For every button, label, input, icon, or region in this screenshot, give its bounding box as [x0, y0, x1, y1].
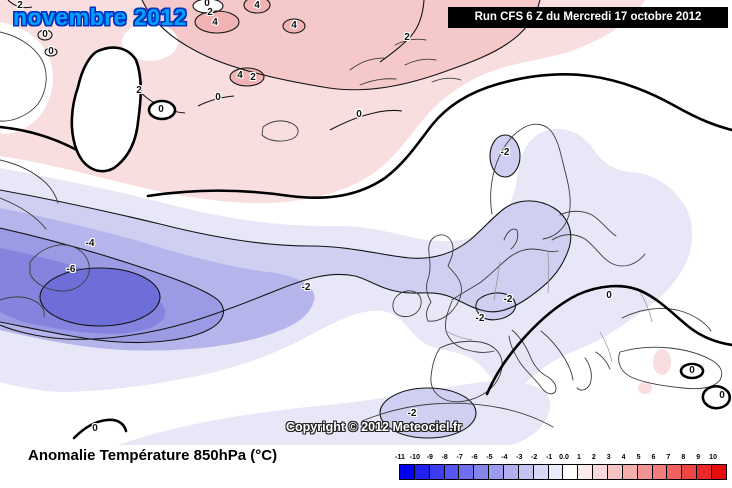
legend-tick-label: 7 — [666, 454, 671, 461]
legend-color-bar — [399, 464, 727, 480]
legend-color-cell — [622, 465, 638, 479]
legend-color-cell — [444, 465, 460, 479]
legend-tick-label: -10 — [409, 454, 420, 461]
zero-contours — [0, 0, 732, 440]
run-info-text: Run CFS 6 Z du Mercredi 17 octobre 2012 — [474, 11, 702, 23]
legend-color-cell — [682, 465, 698, 479]
legend-tick-label: 9 — [696, 454, 701, 461]
legend-tick-label: -3 — [516, 454, 523, 461]
legend-color-cell — [518, 465, 534, 479]
legend-tick-label: -7 — [456, 454, 463, 461]
legend-tick-label: -5 — [486, 454, 493, 461]
legend-tick-label: 3 — [606, 454, 611, 461]
legend-color-cell — [414, 465, 430, 479]
legend-color-cell — [429, 465, 445, 479]
legend-tick-label: -4 — [501, 454, 508, 461]
legend-color-cell — [548, 465, 564, 479]
map-variable-label: Anomalie Température 850hPa (°C) — [28, 447, 278, 464]
month-title: novembre 2012 — [13, 4, 187, 30]
legend-tick-labels: -11 -10 -9 -8 -7 -6 -5 -4 -3 -2 -1 0.0 1 2 3 4 5 6 7 8 9 10 — [395, 453, 729, 462]
greenland — [70, 46, 143, 173]
legend-color-cell — [489, 465, 505, 479]
legend-tick-label: 2 — [591, 454, 596, 461]
legend-color-cell — [667, 465, 683, 479]
legend-tick-label: 10 — [709, 454, 717, 461]
legend-color-cell — [474, 465, 490, 479]
legend-tick-label: 5 — [636, 454, 641, 461]
near-zero-white-patches — [0, 0, 223, 134]
legend-color-cell — [637, 465, 653, 479]
negative-anomaly-fills — [0, 129, 693, 445]
legend-color-cell — [608, 465, 623, 479]
anomaly-map — [0, 0, 732, 445]
legend-tick-label: 1 — [576, 454, 581, 461]
legend-color-cell — [533, 465, 549, 479]
legend-color-cell — [652, 465, 668, 479]
legend-tick-label: -1 — [545, 454, 553, 461]
legend-color-cell — [504, 465, 519, 479]
legend-color-cell — [712, 465, 726, 479]
legend-tick-label: -11 — [395, 454, 405, 461]
legend-color-cell — [578, 465, 594, 479]
legend-color-cell — [563, 465, 579, 479]
legend-tick-label: -9 — [426, 454, 433, 461]
legend-tick-label: 8 — [681, 454, 686, 461]
legend-color-cell — [593, 465, 609, 479]
legend-color-cell — [697, 465, 713, 479]
legend-tick-label: 4 — [621, 454, 626, 461]
legend-color-cell — [459, 465, 475, 479]
legend-tick-label: 0.0 — [559, 454, 569, 461]
legend-color-cell — [400, 465, 415, 479]
copyright-watermark: Copyright © 2012 Meteociel.fr — [286, 420, 462, 434]
coastlines — [0, 31, 723, 428]
legend-tick-label: 6 — [651, 454, 656, 461]
legend-tick-label: -8 — [441, 454, 448, 461]
legend-tick-label: -2 — [531, 454, 538, 461]
legend-tick-label: -6 — [471, 454, 478, 461]
run-info-box: Run CFS 6 Z du Mercredi 17 octobre 2012 — [448, 7, 728, 28]
color-scale-legend: -11 -10 -9 -8 -7 -6 -5 -4 -3 -2 -1 0.0 1 2 3 4 5 6 7 8 9 10 — [395, 453, 729, 485]
